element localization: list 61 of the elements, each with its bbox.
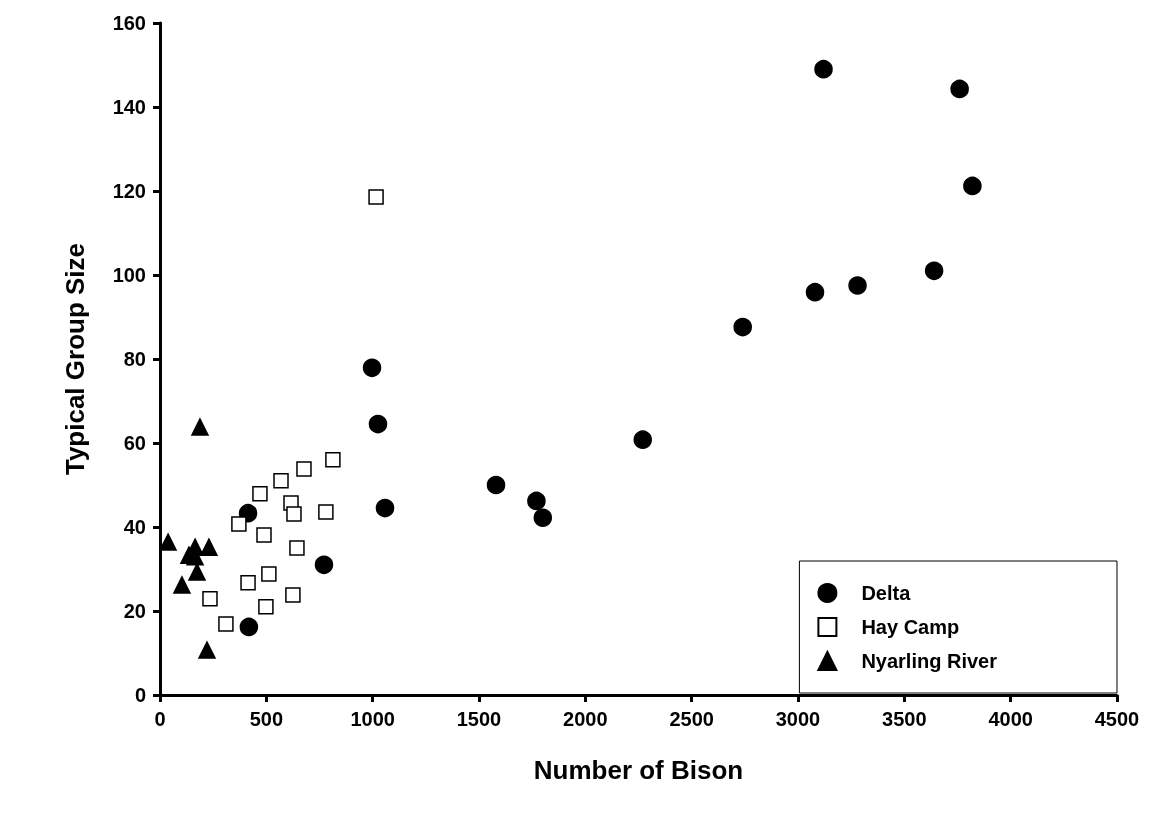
x-axis-title: Number of Bison [533, 755, 744, 785]
point [273, 473, 289, 489]
point [848, 276, 867, 295]
x-tick-label: 3500 [882, 708, 927, 730]
y-tick-label: 20 [123, 600, 146, 622]
x-tick-label: 1000 [350, 708, 395, 730]
point [375, 498, 395, 518]
point [289, 540, 305, 556]
point [256, 527, 272, 543]
point [805, 282, 825, 302]
legend-label: Delta [861, 582, 912, 604]
point [633, 430, 652, 449]
point [231, 516, 247, 532]
point [188, 563, 206, 581]
x-tick-label: 2000 [563, 708, 608, 730]
point [318, 504, 334, 520]
point [814, 59, 833, 79]
point [198, 641, 216, 659]
point [191, 418, 209, 436]
x-tick-label: 4000 [988, 708, 1033, 730]
point [325, 452, 341, 468]
y-tick-label: 0 [134, 684, 146, 706]
point [239, 617, 259, 637]
y-tick-label: 120 [112, 180, 146, 202]
x-tick-label: 0 [154, 708, 166, 730]
point [173, 576, 191, 594]
x-tick-label: 500 [249, 708, 284, 730]
point [252, 486, 268, 502]
point [285, 587, 301, 603]
point [200, 538, 218, 556]
y-tick-label: 140 [112, 96, 146, 118]
point [533, 508, 553, 528]
point [258, 599, 274, 615]
x-tick-label: 3000 [775, 708, 821, 730]
y-tick-label: 100 [112, 264, 146, 286]
point [314, 555, 334, 575]
point [362, 358, 382, 378]
y-tick-label: 40 [123, 516, 146, 538]
point [950, 79, 969, 99]
point [261, 566, 277, 582]
legend-label: Hay Camp [861, 616, 960, 638]
point [924, 261, 944, 281]
y-tick-label: 160 [112, 12, 146, 34]
x-tick-label: 4500 [1094, 708, 1140, 730]
point [286, 506, 302, 522]
point [240, 575, 256, 591]
point [733, 317, 752, 337]
point [486, 475, 506, 495]
point [963, 176, 982, 196]
point [202, 591, 218, 607]
y-axis-title: Typical Group Size [60, 242, 90, 476]
point [368, 189, 384, 205]
y-tick-label: 80 [123, 348, 146, 370]
point [527, 491, 546, 511]
point [218, 616, 234, 632]
x-tick-label: 2500 [669, 708, 714, 730]
y-tick-label: 60 [123, 432, 146, 454]
point [296, 461, 312, 477]
legend-label: Nyarling River [861, 650, 998, 672]
x-tick-label: 1500 [456, 708, 502, 730]
point [368, 414, 388, 434]
